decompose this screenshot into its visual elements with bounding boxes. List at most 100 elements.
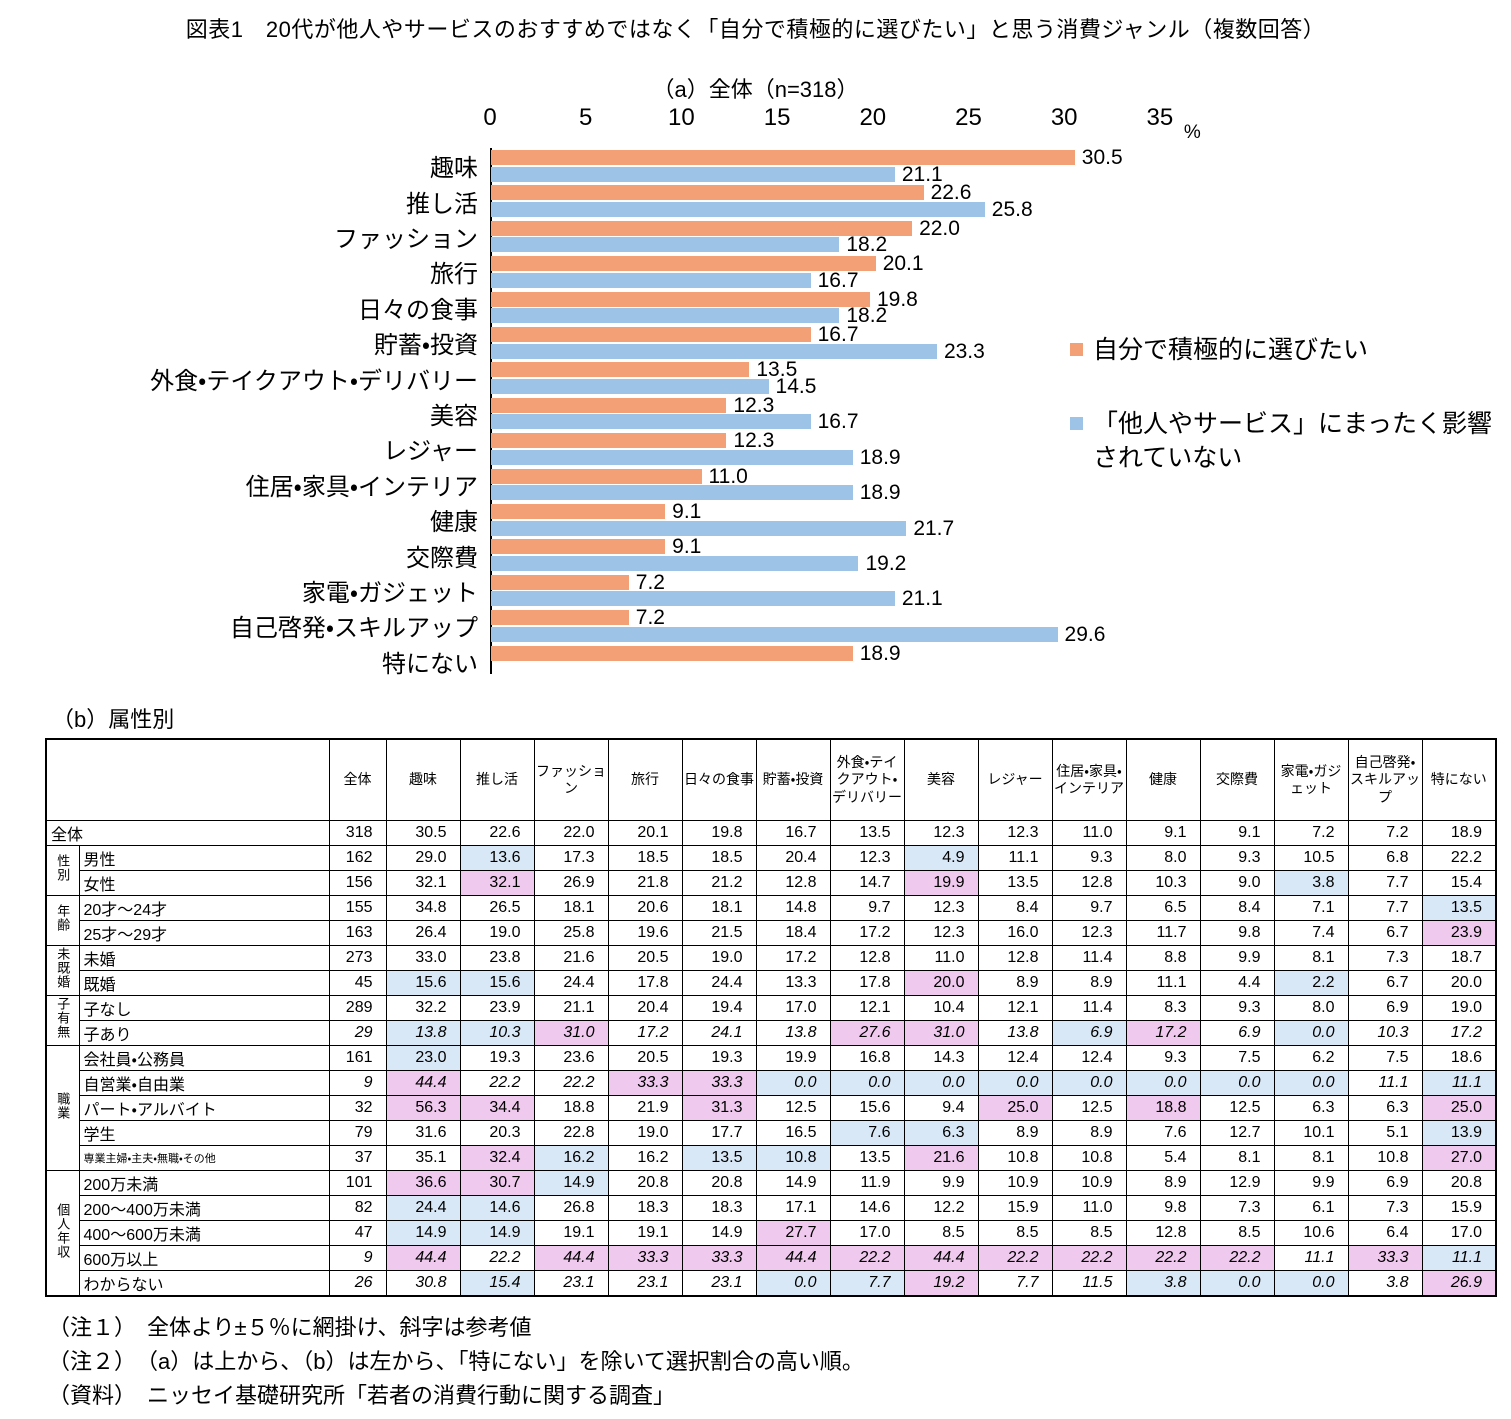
data-cell: 32.2 (385, 995, 461, 1021)
data-cell: 10.8 (755, 1145, 831, 1171)
bar-self-select (491, 574, 629, 590)
data-cell: 32.1 (385, 870, 461, 896)
axis-tick-label: 35 (1146, 104, 1174, 131)
data-cell: 9.0 (1199, 870, 1275, 896)
bar-not-influenced (491, 520, 907, 536)
data-cell: 10.3 (1125, 870, 1201, 896)
data-cell: 20.3 (459, 1120, 535, 1146)
category-label: 趣味 (430, 155, 478, 183)
data-cell: 8.9 (1051, 970, 1127, 996)
column-header: 全体 (328, 738, 387, 821)
data-cell: 21.9 (607, 1095, 683, 1121)
data-cell: 8.1 (1273, 1145, 1349, 1171)
data-cell: 22.2 (977, 1245, 1053, 1271)
data-cell: 14.8 (755, 895, 831, 921)
data-cell: 19.9 (755, 1045, 831, 1071)
bar-not-influenced (491, 237, 840, 253)
data-cell: 33.3 (607, 1070, 683, 1096)
data-cell: 7.3 (1199, 1195, 1275, 1221)
bar-value-label: 16.7 (817, 268, 859, 292)
data-cell: 19.1 (533, 1220, 609, 1246)
data-cell: 14.9 (755, 1170, 831, 1196)
axis-tick-label: 10 (668, 104, 695, 131)
data-cell: 30.7 (459, 1170, 535, 1196)
data-cell: 7.2 (1273, 820, 1349, 846)
data-cell: 6.2 (1273, 1045, 1349, 1071)
data-cell: 12.1 (829, 995, 905, 1021)
data-cell: 16.0 (977, 920, 1053, 946)
data-cell: 22.2 (1051, 1245, 1127, 1271)
data-cell: 7.7 (1347, 895, 1423, 921)
data-cell: 20.5 (607, 1045, 683, 1071)
data-cell: 56.3 (385, 1095, 461, 1121)
data-cell: 13.5 (681, 1145, 757, 1171)
table-row: 女性 156 32.1 32.1 26.9 21.8 21.2 12.8 14.7 19.9 13.… (46, 870, 1497, 896)
data-cell: 20.8 (681, 1170, 757, 1196)
data-cell: 14.7 (829, 870, 905, 896)
data-cell: 17.2 (755, 945, 831, 971)
group-label: 子有無 (45, 995, 80, 1046)
data-cell: 4.4 (1199, 970, 1275, 996)
table-row: 自営業・自由業 9 44.4 22.2 22.2 33.3 33.3 0.0 0.0 0.0 0.0… (46, 1070, 1497, 1096)
data-cell: 17.2 (607, 1020, 683, 1046)
row-label: 600万以上 (78, 1245, 330, 1271)
data-cell: 7.5 (1347, 1045, 1423, 1071)
data-cell: 7.4 (1273, 920, 1349, 946)
data-cell: 10.8 (1051, 1145, 1127, 1171)
bar-value-label: 18.9 (859, 641, 901, 665)
row-label: 自営業・自由業 (78, 1070, 330, 1096)
data-cell: 12.8 (755, 870, 831, 896)
data-cell: 25.8 (533, 920, 609, 946)
data-cell: 22.2 (459, 1070, 535, 1096)
n-cell: 156 (328, 870, 387, 896)
data-cell: 20.5 (607, 945, 683, 971)
data-cell: 21.2 (681, 870, 757, 896)
bar-value-label: 18.9 (859, 481, 901, 505)
data-cell: 35.1 (385, 1145, 461, 1171)
n-cell: 82 (328, 1195, 387, 1221)
data-cell: 10.6 (1273, 1220, 1349, 1246)
data-cell: 14.6 (829, 1195, 905, 1221)
data-cell: 44.4 (385, 1245, 461, 1271)
data-cell: 13.5 (1421, 895, 1497, 921)
data-cell: 14.9 (385, 1220, 461, 1246)
figure-title: 図表1 20代が他人やサービスのおすすめではなく「自分で積極的に選びたい」と思う… (185, 17, 1326, 42)
data-cell: 8.5 (1051, 1220, 1127, 1246)
data-cell: 18.1 (533, 895, 609, 921)
notes-block: （注１） 全体より±５％に網掛け、斜字は参考値 （注２） （a）は上から、（b）… (48, 1311, 1511, 1413)
data-cell: 15.6 (385, 970, 461, 996)
data-cell: 5.4 (1125, 1145, 1201, 1171)
data-cell: 13.5 (977, 870, 1053, 896)
bar-value-label: 18.2 (846, 304, 888, 328)
bar-value-label: 22.6 (930, 181, 972, 205)
data-cell: 22.6 (459, 820, 535, 846)
data-cell: 19.1 (607, 1220, 683, 1246)
data-cell: 20.8 (1421, 1170, 1497, 1196)
data-cell: 16.8 (829, 1045, 905, 1071)
data-cell: 6.3 (1273, 1095, 1349, 1121)
bar-not-influenced (491, 378, 769, 394)
bar-value-label: 11.0 (708, 464, 748, 488)
bar-value-label: 19.8 (876, 287, 918, 311)
bar-not-influenced (491, 201, 985, 217)
table-row: 400～600万未満 47 14.9 14.9 19.1 19.1 14.9 27.7 17.0… (46, 1220, 1497, 1246)
data-cell: 0.0 (1125, 1070, 1201, 1096)
table-row: 200～400万未満 82 24.4 14.6 26.8 18.3 18.3 17.1 14.6… (46, 1195, 1497, 1221)
n-cell: 318 (328, 820, 387, 846)
data-cell: 16.2 (607, 1145, 683, 1171)
data-cell: 12.8 (1125, 1220, 1201, 1246)
data-cell: 0.0 (1051, 1070, 1127, 1096)
data-cell: 6.8 (1347, 845, 1423, 871)
data-cell: 34.4 (459, 1095, 535, 1121)
data-cell: 19.3 (459, 1045, 535, 1071)
data-cell: 44.4 (533, 1245, 609, 1271)
bar-self-select (491, 220, 913, 236)
chart-subtitle: （a）全体（n=318） (652, 77, 859, 102)
data-cell: 17.2 (1421, 1020, 1497, 1046)
data-cell: 19.4 (681, 995, 757, 1021)
data-cell: 22.2 (1421, 845, 1497, 871)
data-cell: 23.1 (681, 1270, 757, 1297)
data-cell: 19.8 (681, 820, 757, 846)
column-header: 健康 (1125, 738, 1201, 821)
data-cell: 10.4 (903, 995, 979, 1021)
